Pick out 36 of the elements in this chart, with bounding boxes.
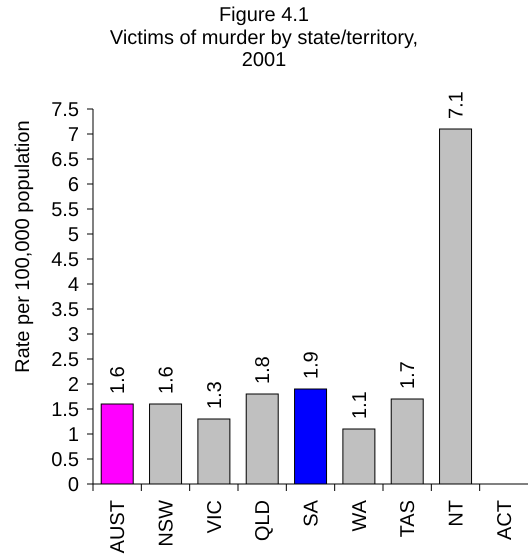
data-label: 1.7 xyxy=(397,361,420,389)
x-tick-label: WA xyxy=(348,499,371,532)
data-label: 1.6 xyxy=(107,366,130,394)
y-tick-label: 3.5 xyxy=(51,299,79,322)
y-tick-label: 7 xyxy=(68,124,79,146)
y-tick-label: 2 xyxy=(68,374,79,396)
y-tick-label: 0.5 xyxy=(51,449,79,472)
y-tick-label: 1 xyxy=(68,424,79,446)
y-tick-label: 6 xyxy=(68,174,79,196)
x-tick-label: NT xyxy=(446,500,468,527)
data-label: 1.8 xyxy=(252,356,274,384)
y-tick-label: 6.5 xyxy=(51,149,79,172)
y-axis-title: Rate per 100,000 population xyxy=(12,120,34,373)
x-tick-label: SA xyxy=(300,499,322,527)
data-label: 1.1 xyxy=(348,391,371,419)
x-tick-label: ACT xyxy=(494,500,516,540)
chart-title: Figure 4.1 xyxy=(218,4,310,26)
data-label: 7.1 xyxy=(446,91,468,119)
x-tick-label: AUST xyxy=(107,500,130,554)
y-tick-label: 3 xyxy=(68,324,79,346)
data-label: 1.3 xyxy=(204,381,226,409)
chart-subtitle: Victims of murder by state/territory, 2001 xyxy=(108,26,420,72)
x-tick-label: VIC xyxy=(204,500,226,534)
y-tick-label: 4.5 xyxy=(51,249,79,272)
y-tick-label: 0 xyxy=(68,474,79,496)
y-tick-label: 5 xyxy=(68,224,79,246)
x-tick-label: TAS xyxy=(397,500,420,538)
y-tick-label: 7.5 xyxy=(51,99,79,122)
y-tick-label: 1.5 xyxy=(51,399,79,422)
y-tick-label: 5.5 xyxy=(51,199,79,222)
x-tick-label: QLD xyxy=(252,500,274,542)
data-label: 1.6 xyxy=(156,366,178,394)
data-label: 1.9 xyxy=(300,351,323,379)
x-tick-label: NSW xyxy=(156,500,178,547)
y-tick-label: 2.5 xyxy=(51,349,79,372)
y-tick-label: 4 xyxy=(68,274,79,296)
